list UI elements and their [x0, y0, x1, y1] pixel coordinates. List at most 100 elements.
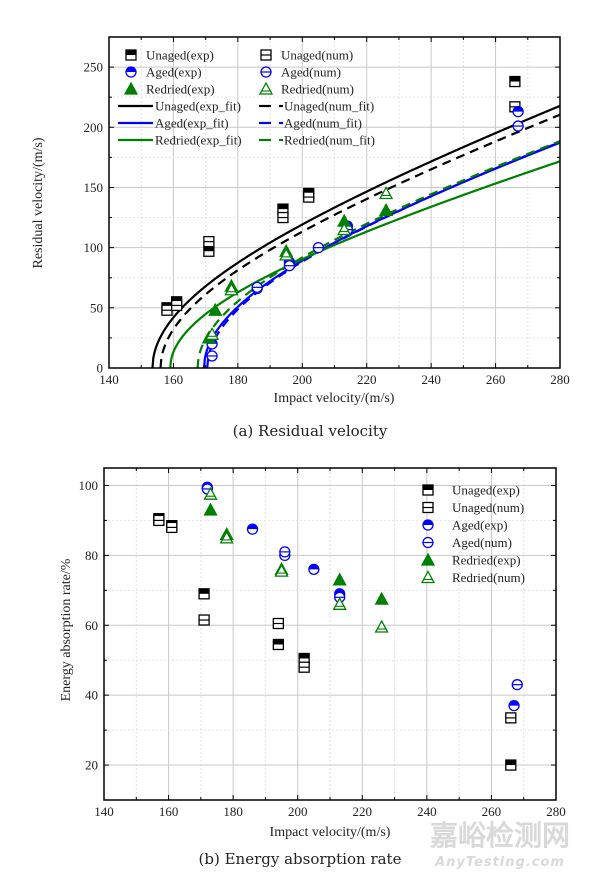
- legend-label: Aged(exp): [146, 65, 202, 80]
- data-point: [208, 302, 223, 316]
- data-point: [378, 186, 394, 200]
- legend-label: Aged(num): [281, 65, 341, 80]
- data-point: [509, 75, 521, 88]
- x-tick-label: 220: [353, 804, 373, 819]
- legend-item-redried-num-fit: Redried(num_fit): [259, 133, 375, 148]
- data-point: [203, 502, 218, 516]
- legend-item-redried-exp: Redried(exp): [420, 552, 521, 568]
- data-point: [198, 588, 210, 600]
- triangle-marker-icon: [420, 570, 436, 584]
- x-tick-label: 160: [164, 372, 184, 387]
- x-tick-label: 180: [228, 372, 248, 387]
- legend-item-redried-num: Redried(num): [258, 82, 354, 97]
- x-tick-label: 180: [223, 804, 243, 819]
- watermark-en: AnyTesting.com: [434, 855, 565, 870]
- legend-label: Unaged(num_fit): [284, 99, 374, 114]
- legend-label: Unaged(exp): [146, 48, 214, 63]
- grid-residual: [109, 37, 560, 368]
- axis-ticks-residual: 140 160 180 200 220 240 260 280 0 50 100 150 200 250: [84, 36, 570, 387]
- data-point: [161, 304, 173, 316]
- square-marker-icon: [260, 49, 272, 61]
- data-point: [170, 299, 183, 312]
- legend-label: Redried(num): [281, 82, 354, 97]
- data-point: [251, 281, 263, 294]
- data-point: [508, 699, 520, 712]
- y-tick-label: 80: [85, 548, 98, 563]
- data-point: [298, 661, 310, 673]
- y-tick-label: 200: [84, 120, 104, 135]
- y-tick-label: 50: [90, 300, 103, 315]
- legend-label: Unaged(num): [281, 48, 353, 63]
- data-point: [274, 563, 289, 577]
- legend-item-aged-num: Aged(num): [260, 65, 341, 80]
- legend-energy: Unaged(exp) Unaged(num) Aged(exp) Aged(num)…: [420, 483, 525, 585]
- data-point: [272, 617, 284, 630]
- y-axis-title-residual: Residual velocity/(m/s): [31, 137, 46, 268]
- series-unaged-num: [153, 514, 517, 724]
- data-point: [512, 120, 524, 132]
- data-point: [374, 591, 389, 605]
- x-tick-label: 280: [550, 372, 570, 387]
- data-points-energy: [153, 481, 523, 771]
- data-point: [337, 222, 352, 236]
- fit-line-unaged-exp-fit: [151, 104, 560, 368]
- legend-label: Aged(exp): [452, 518, 508, 533]
- y-tick-label: 60: [85, 618, 98, 633]
- y-axis-title-energy: Energy absorption rate/%: [59, 558, 74, 701]
- legend-item-aged-exp: Aged(exp): [125, 65, 202, 80]
- data-point: [512, 105, 524, 118]
- data-point: [283, 260, 296, 272]
- x-tick-label: 140: [94, 804, 114, 819]
- x-axis-title-residual: Impact velocity/(m/s): [274, 391, 395, 406]
- x-tick-label: 280: [546, 804, 566, 819]
- caption-residual: (a) Residual velocity: [233, 422, 388, 440]
- y-tick-label: 40: [85, 688, 98, 703]
- watermark-cn: 嘉峪检测网: [430, 819, 570, 852]
- x-tick-label: 220: [357, 372, 377, 387]
- legend-label: Redried(exp): [146, 82, 215, 97]
- data-point: [203, 245, 215, 257]
- legend-item-redried-exp: Redried(exp): [123, 81, 215, 97]
- caption-energy: (b) Energy absorption rate: [199, 850, 402, 868]
- x-tick-label: 260: [482, 804, 502, 819]
- legend-label: Unaged(exp): [452, 483, 520, 498]
- legend-item-redried-exp-fit: Redried(exp_fit): [118, 133, 242, 148]
- data-point: [204, 326, 220, 340]
- series-redried-exp: [203, 502, 389, 605]
- legend-item-aged-num-fit: Aged(num_fit): [259, 116, 362, 131]
- x-tick-label: 240: [417, 804, 437, 819]
- triangle-marker-icon: [420, 552, 436, 566]
- data-point: [153, 514, 165, 527]
- legend-label: Unaged(num): [452, 500, 524, 515]
- legend-item-unaged-num: Unaged(num): [422, 500, 524, 515]
- circle-marker-icon: [422, 536, 434, 549]
- data-point: [166, 521, 178, 534]
- data-point: [203, 486, 218, 500]
- circle-marker-icon: [125, 66, 137, 78]
- y-tick-label: 100: [84, 240, 104, 255]
- legend-label: Unaged(exp_fit): [155, 99, 241, 114]
- data-point: [279, 546, 291, 558]
- legend-label: Aged(exp_fit): [155, 116, 229, 131]
- triangle-marker-icon: [123, 81, 139, 95]
- legend-item-redried-num: Redried(num): [420, 570, 525, 585]
- legend-item-unaged-exp-fit: Unaged(exp_fit): [118, 99, 241, 114]
- x-tick-label: 200: [293, 372, 313, 387]
- data-point: [308, 563, 320, 575]
- circle-marker-icon: [422, 519, 434, 531]
- legend-label: Aged(num_fit): [284, 116, 362, 131]
- data-point: [198, 614, 210, 626]
- legend-item-unaged-num: Unaged(num): [260, 48, 353, 63]
- x-axis-title-energy: Impact velocity/(m/s): [270, 825, 391, 840]
- data-point: [277, 211, 289, 224]
- chart-residual-velocity: 140 160 180 200 220 240 260 280050100150200250 …: [31, 36, 570, 440]
- data-point: [279, 247, 294, 261]
- legend-residual: Unaged(exp) Unaged(num) Aged(exp) Aged(num)…: [118, 48, 375, 148]
- y-tick-label: 250: [84, 60, 104, 75]
- legend-item-aged-exp-fit: Aged(exp_fit): [118, 116, 229, 131]
- data-point: [246, 523, 259, 535]
- data-points-residual: [161, 75, 524, 362]
- fit-line-unaged-num-fit: [159, 113, 560, 368]
- y-tick-label: 150: [84, 180, 104, 195]
